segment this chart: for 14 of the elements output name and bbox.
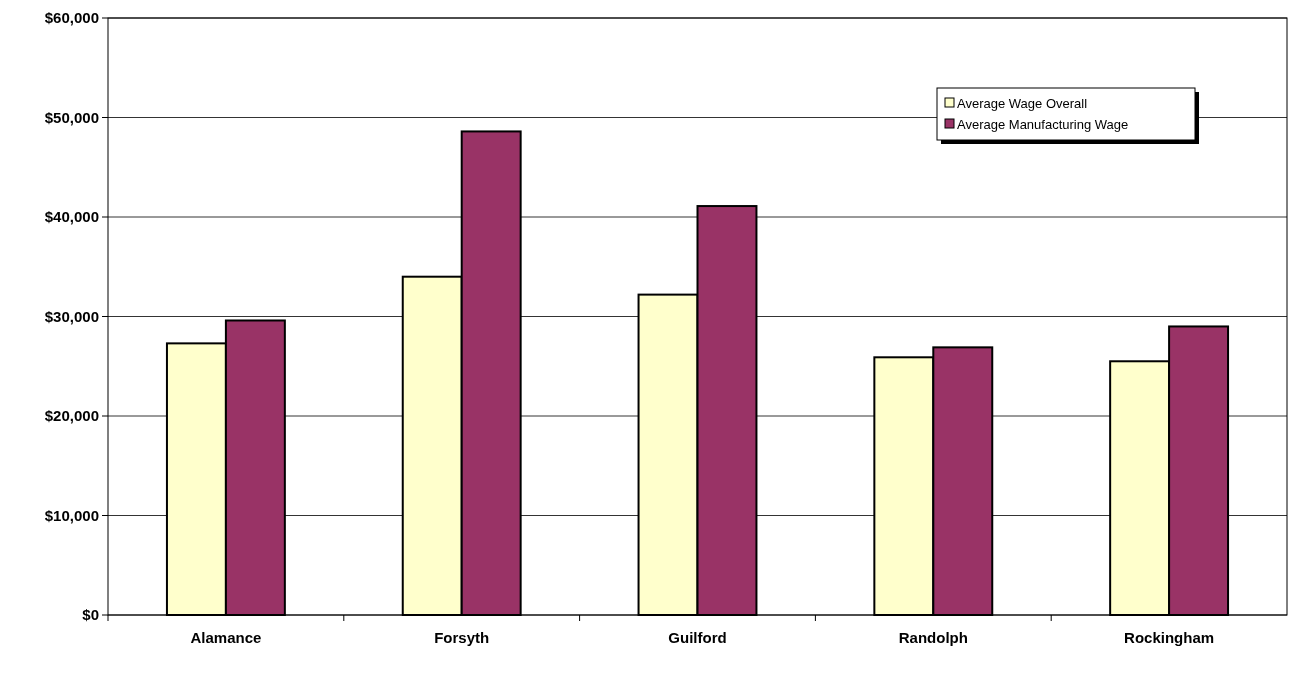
y-tick-label: $10,000 xyxy=(44,506,99,524)
x-tick-label: Forsyth xyxy=(434,629,490,646)
y-tick-label: $30,000 xyxy=(44,307,99,325)
x-tick-label: Randolph xyxy=(898,629,968,646)
y-tick-label: $20,000 xyxy=(44,407,99,425)
legend-label: Average Manufacturing Wage xyxy=(957,116,1129,132)
x-tick-label: Alamance xyxy=(190,629,262,646)
x-tick-label: Guilford xyxy=(668,629,727,646)
legend-label: Average Wage Overall xyxy=(957,95,1088,111)
y-tick-label: $40,000 xyxy=(44,208,99,226)
x-tick-label: Rockingham xyxy=(1124,629,1215,646)
y-tick-label: $60,000 xyxy=(44,9,99,27)
y-tick-label: $50,000 xyxy=(44,108,99,126)
y-tick-label: $0 xyxy=(82,606,99,624)
